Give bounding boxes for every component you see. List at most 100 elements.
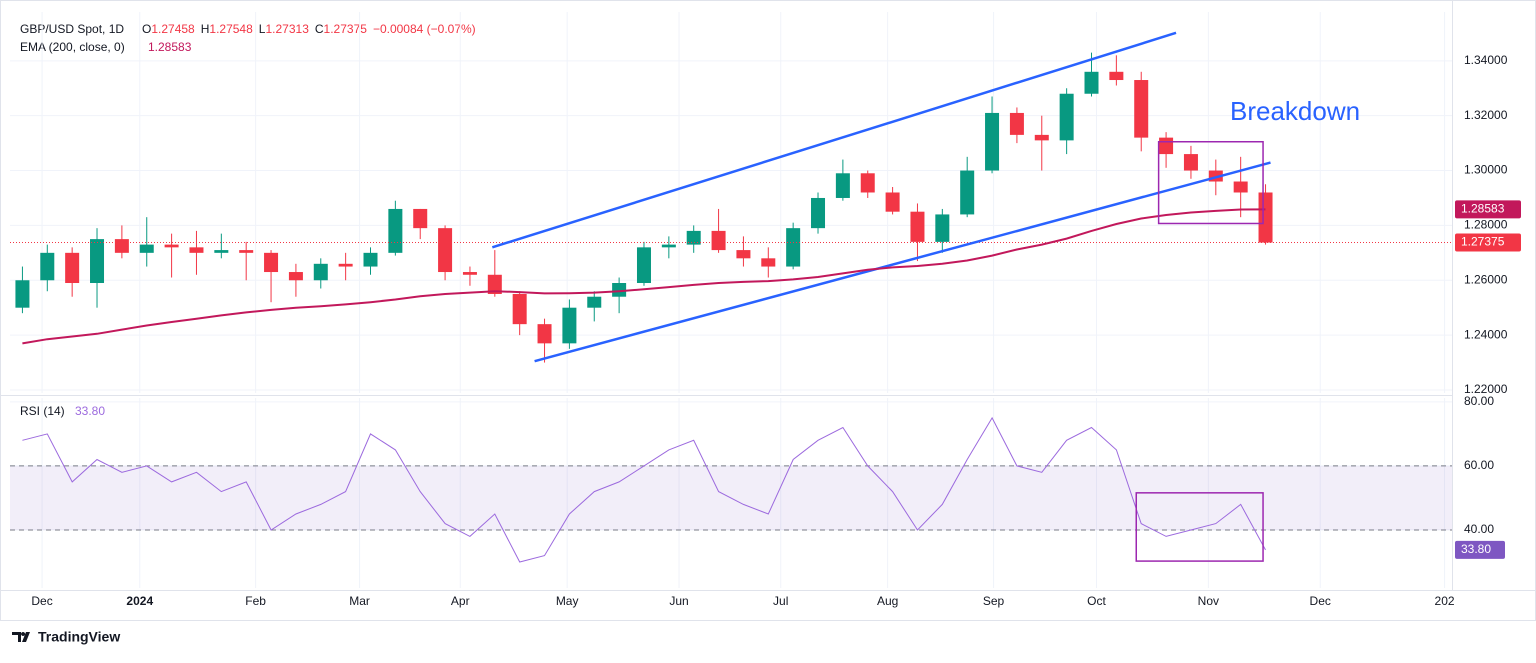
candle-body xyxy=(512,293,527,325)
candle-body xyxy=(1233,181,1248,193)
ohlc-key: O xyxy=(142,22,151,36)
x-tick-label: Feb xyxy=(245,594,266,608)
candle-body xyxy=(363,252,378,267)
trend-line xyxy=(534,161,1271,363)
candle-body xyxy=(910,211,925,242)
candle-body xyxy=(1084,71,1099,94)
price-badge xyxy=(1455,200,1521,219)
candle-body xyxy=(736,250,751,259)
price-badge xyxy=(1455,540,1505,559)
x-tick-label: Oct xyxy=(1087,594,1106,608)
candle-body xyxy=(686,230,701,245)
candle-body xyxy=(636,247,651,284)
ohlc-key: C xyxy=(315,22,324,36)
candle-body xyxy=(487,274,502,294)
candle-body xyxy=(935,214,950,242)
y-tick-label: 1.34000 xyxy=(1464,53,1508,67)
candle-body xyxy=(90,239,105,284)
ohlc-value: 1.27313 xyxy=(265,22,309,36)
symbol: GBP/USD Spot, 1D xyxy=(20,22,124,36)
y-tick-label: 1.26000 xyxy=(1464,272,1508,286)
price-badge xyxy=(1455,233,1521,252)
candle-body xyxy=(1183,154,1198,171)
x-tick-label: Sep xyxy=(983,594,1005,608)
candle-body xyxy=(1258,192,1273,243)
candle-body xyxy=(587,296,602,308)
ema-value: 1.28583 xyxy=(148,40,192,54)
y-tick-label: 60.00 xyxy=(1464,458,1494,472)
ohlc-key: L xyxy=(259,22,266,36)
logo: TradingView xyxy=(12,629,120,645)
highlight-box xyxy=(1135,492,1264,562)
candle-body xyxy=(960,170,975,215)
candle-body xyxy=(40,252,55,281)
change: −0.00084 (−0.07%) xyxy=(373,22,476,36)
ohlc-value: 1.27458 xyxy=(151,22,195,36)
trend-line xyxy=(491,31,1177,249)
y-tick-label: 80.00 xyxy=(1464,394,1494,408)
x-tick-label: Dec xyxy=(31,594,52,608)
y-tick-label: 1.28000 xyxy=(1464,218,1508,232)
candle-body xyxy=(711,230,726,251)
candle-body xyxy=(835,173,850,198)
candles xyxy=(15,52,1273,363)
candle-body xyxy=(214,250,229,253)
candle-body xyxy=(1034,134,1049,141)
candle-body xyxy=(413,208,428,229)
candle-body xyxy=(1134,80,1149,138)
candle-body xyxy=(786,228,801,267)
candle-body xyxy=(288,272,303,281)
x-tick-label: Jun xyxy=(669,594,688,608)
candle-body xyxy=(661,244,676,248)
candle-body xyxy=(65,252,80,284)
series-line xyxy=(22,416,1266,563)
candle-body xyxy=(761,258,776,267)
series-line xyxy=(22,208,1266,345)
candle-body xyxy=(612,283,627,297)
candle-body xyxy=(1059,93,1074,141)
y-tick-label: 1.32000 xyxy=(1464,108,1508,122)
candle-body xyxy=(239,250,254,253)
candle-body xyxy=(1159,137,1174,155)
candle-body xyxy=(537,324,552,344)
x-tick-label: Nov xyxy=(1198,594,1219,608)
price-badge-label: 1.28583 xyxy=(1461,202,1505,216)
rsi-value: 33.80 xyxy=(75,404,105,418)
candle-body xyxy=(438,228,453,273)
candle-body xyxy=(811,197,826,229)
ohlc-value: 1.27375 xyxy=(324,22,368,36)
candle-body xyxy=(338,263,353,267)
x-tick-label: Mar xyxy=(349,594,370,608)
candle-body xyxy=(114,239,129,253)
candle-body xyxy=(139,244,154,253)
candle-body xyxy=(985,112,1000,171)
x-tick-label: Aug xyxy=(877,594,898,608)
x-tick-label: Apr xyxy=(451,594,470,608)
ohlc-key: H xyxy=(201,22,210,36)
x-tick-label: Dec xyxy=(1310,594,1331,608)
x-tick-label: 202 xyxy=(1435,594,1455,608)
candle-body xyxy=(462,272,477,275)
candle-body xyxy=(164,244,179,248)
ohlc-value: 1.27548 xyxy=(209,22,253,36)
candle-body xyxy=(313,263,328,281)
candle-body xyxy=(264,252,279,273)
candle-body xyxy=(1109,71,1124,81)
ohlc: O1.27458 H1.27548 L1.27313 C1.27375 −0.00084… xyxy=(142,22,476,36)
logo-mark xyxy=(12,632,30,642)
highlight-box xyxy=(1157,140,1264,225)
y-tick-label: 1.22000 xyxy=(1464,382,1508,396)
brand: TradingView xyxy=(38,629,120,645)
price-badge-label: 33.80 xyxy=(1461,542,1491,556)
annotation: Breakdown xyxy=(1230,96,1360,126)
candle-body xyxy=(860,173,875,193)
y-tick-label: 1.24000 xyxy=(1464,327,1508,341)
legend: GBP/USD Spot, 1D O1.27458 H1.27548 L1.2731… xyxy=(20,22,476,418)
ema-label: EMA (200, close, 0) xyxy=(20,40,125,54)
candle-body xyxy=(189,247,204,253)
candle-body xyxy=(562,307,577,344)
x-tick-label: 2024 xyxy=(126,594,153,608)
candle-body xyxy=(1009,112,1024,135)
candle-body xyxy=(1208,170,1223,182)
